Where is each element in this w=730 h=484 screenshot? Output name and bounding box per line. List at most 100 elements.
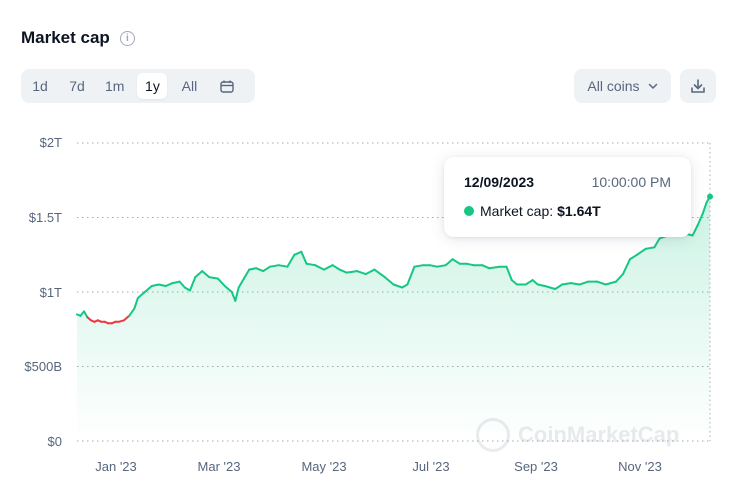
tooltip-date: 12/09/2023 <box>464 174 535 190</box>
series-line-segment <box>237 277 245 289</box>
series-line-segment <box>413 264 425 268</box>
series-line-segment <box>286 253 296 268</box>
x-tick-label: Jul '23 <box>412 459 450 474</box>
series-line-segment <box>201 270 211 279</box>
series-line-segment <box>578 280 590 286</box>
series-line-segment <box>636 247 647 256</box>
chart-header: Market cap i <box>21 28 135 48</box>
series-line-segment <box>248 267 258 271</box>
x-tick-label: Mar '23 <box>197 459 241 474</box>
y-tick-label: $1T <box>39 285 62 300</box>
tooltip-time: 10:00:00 PM <box>591 174 671 190</box>
series-line-segment <box>702 201 708 214</box>
series-line-segment <box>373 268 386 279</box>
series-line-segment <box>164 282 174 287</box>
series-line-segment <box>604 280 618 286</box>
series-line-segment <box>696 212 704 226</box>
range-1y-button[interactable]: 1y <box>137 73 168 99</box>
series-line-segment <box>143 285 153 293</box>
tooltip-row: Market cap: $1.64T <box>464 203 601 219</box>
download-icon <box>691 79 705 93</box>
chevron-down-icon <box>648 83 657 89</box>
series-line-segment <box>322 264 334 271</box>
series-line-segment <box>561 282 572 286</box>
series-line-segment <box>536 283 546 287</box>
series-line-segment <box>401 283 409 289</box>
calendar-icon <box>220 80 235 93</box>
series-line-segment <box>569 282 581 286</box>
series-line-segment <box>543 285 557 290</box>
series-line-segment <box>465 262 475 267</box>
chart-title: Market cap <box>21 28 110 47</box>
series-line-segment <box>338 268 348 274</box>
series-line-segment <box>451 258 461 265</box>
series-line-segment <box>644 246 656 250</box>
coins-dropdown-value: All coins <box>587 78 640 94</box>
range-7d-button[interactable]: 7d <box>69 78 85 94</box>
series-line-segment <box>234 286 240 302</box>
series-line-segment <box>554 283 564 290</box>
series-line-segment <box>596 280 607 286</box>
range-all-button[interactable]: All <box>181 78 198 94</box>
series-line-segment <box>277 264 289 268</box>
x-tick-label: Sep '23 <box>514 459 558 474</box>
series-line-segment <box>128 307 136 317</box>
series-line-segment <box>189 276 197 292</box>
range-1d-button[interactable]: 1d <box>32 78 48 94</box>
series-line-segment <box>615 273 624 283</box>
series-line-segment <box>444 258 454 267</box>
info-icon[interactable]: i <box>119 30 135 46</box>
series-line-segment <box>300 250 308 265</box>
series-line-segment <box>364 268 376 276</box>
series-line-segment <box>208 276 219 280</box>
time-range-selector: 1d 7d 1m 1y All <box>21 69 255 103</box>
tooltip-label: Market cap: <box>480 203 554 219</box>
date-range-button[interactable] <box>211 73 241 99</box>
series-line-segment <box>123 314 131 322</box>
series-line-segment <box>314 264 325 271</box>
series-line-segment <box>524 279 534 286</box>
series-line-segment <box>481 264 491 270</box>
series-line-segment <box>392 283 404 289</box>
series-line-segment <box>406 265 416 286</box>
series-line-segment <box>83 310 89 319</box>
series-line-segment <box>293 250 303 256</box>
series-line-segment <box>136 291 146 299</box>
series-line-segment <box>345 270 358 274</box>
area-fill <box>77 196 710 441</box>
series-dot-icon <box>464 206 474 216</box>
series-line-segment <box>383 276 395 286</box>
series-line-segment <box>429 264 438 268</box>
series-line-segment <box>629 253 638 261</box>
series-line-segment <box>505 265 513 282</box>
series-line-segment <box>622 258 631 276</box>
series-line-segment <box>171 280 181 285</box>
series-line-segment <box>242 268 251 280</box>
series-line-segment <box>178 280 186 289</box>
series-line-segment <box>255 267 265 273</box>
coins-dropdown[interactable]: All coins <box>574 69 671 103</box>
series-line-segment <box>269 264 280 268</box>
series-line-segment <box>510 279 518 286</box>
series-line-segment <box>691 224 699 237</box>
series-line-segment <box>305 262 317 267</box>
y-tick-label: $2T <box>39 135 62 150</box>
series-line-segment <box>262 265 271 273</box>
series-line-segment <box>133 297 139 310</box>
series-line-segment <box>488 265 501 270</box>
download-button[interactable] <box>680 69 716 103</box>
series-line-segment <box>216 277 226 287</box>
series-line-segment <box>531 279 539 286</box>
y-tick-label: $500B <box>24 359 62 374</box>
y-tick-label: $1.5T <box>28 210 62 225</box>
series-line-segment <box>194 270 204 279</box>
chart-tooltip: 12/09/2023 10:00:00 PM Market cap: $1.64… <box>444 157 691 237</box>
x-tick-label: Nov '23 <box>618 459 662 474</box>
series-line-segment <box>356 270 367 276</box>
x-tick-label: Jan '23 <box>95 459 137 474</box>
series-line-segment <box>157 283 167 287</box>
range-1m-button[interactable]: 1m <box>105 78 125 94</box>
last-point-marker <box>707 193 713 200</box>
series-line-segment <box>653 237 661 249</box>
